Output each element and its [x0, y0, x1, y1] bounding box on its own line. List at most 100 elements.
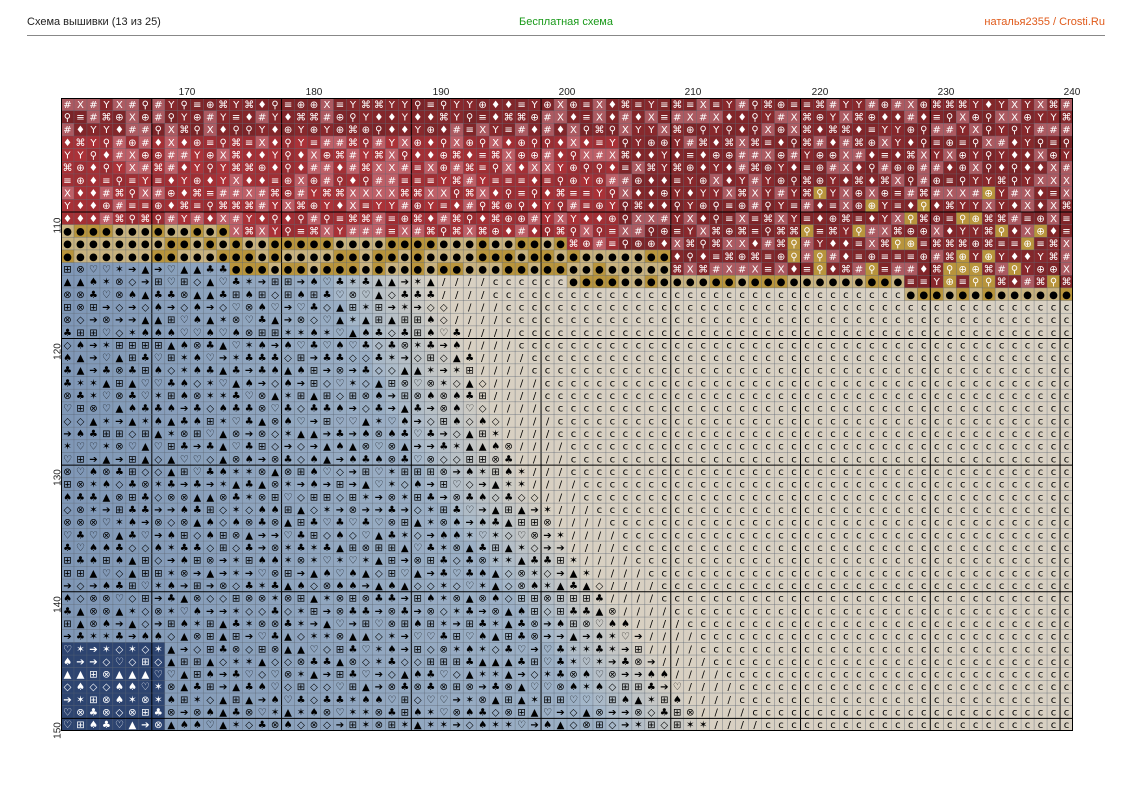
cell-symbol: ⊞: [284, 290, 292, 301]
cell-symbol: ●: [76, 239, 85, 250]
cell-symbol: ✶: [102, 416, 110, 427]
cell-symbol: c: [869, 429, 875, 440]
cell-symbol: ♦: [841, 239, 850, 250]
cell-symbol: c: [999, 404, 1005, 415]
cell-symbol: ⚲: [284, 226, 291, 237]
cell-symbol: ⚲: [622, 239, 629, 250]
cell-symbol: ⚲: [959, 214, 966, 225]
cell-symbol: c: [545, 391, 551, 402]
cell-symbol: c: [973, 416, 979, 427]
cell-symbol: ●: [478, 264, 487, 275]
cell-symbol: ♦: [335, 163, 344, 174]
cell-symbol: ➔: [245, 366, 253, 377]
cell-symbol: ⊗: [232, 429, 240, 440]
cell-symbol: c: [973, 328, 979, 339]
cell-symbol: ⚲: [155, 214, 162, 225]
cell-symbol: ♠: [426, 391, 435, 402]
cell-symbol: ♡: [154, 442, 163, 453]
cell-symbol: ●: [141, 252, 150, 263]
cell-symbol: ●: [945, 290, 954, 301]
cell-symbol: c: [947, 467, 953, 478]
cell-symbol: ≡: [803, 264, 811, 275]
cell-symbol: c: [610, 378, 616, 389]
cell-symbol: ◇: [297, 404, 305, 415]
cell-symbol: ♦: [387, 113, 396, 124]
cell-symbol: ⚲: [751, 125, 758, 136]
cell-symbol: ⊗: [245, 302, 253, 313]
cell-symbol: ≡: [634, 100, 642, 111]
cell-symbol: ⌘: [698, 138, 708, 149]
cell-symbol: ✶: [349, 378, 357, 389]
cell-symbol: c: [713, 378, 719, 389]
cell-symbol: ♡: [102, 353, 111, 364]
cell-symbol: c: [662, 442, 668, 453]
cell-symbol: ≡: [582, 201, 590, 212]
cell-symbol: ◇: [271, 429, 279, 440]
cell-symbol: c: [1025, 454, 1031, 465]
grid-cell: [502, 110, 516, 124]
cell-symbol: X: [129, 163, 136, 174]
cell-symbol: ●: [478, 252, 487, 263]
cell-symbol: ♦: [296, 151, 305, 162]
grid-cell: [333, 110, 347, 124]
cell-symbol: ◇: [479, 404, 487, 415]
cell-symbol: #: [829, 252, 837, 263]
cell-symbol: ⊕: [569, 163, 577, 174]
cell-symbol: X: [868, 188, 875, 199]
cell-symbol: c: [830, 454, 836, 465]
cell-symbol: ⊕: [958, 151, 966, 162]
cell-symbol: ♡: [102, 391, 111, 402]
cell-symbol: ♦: [815, 201, 824, 212]
cell-symbol: ⚲: [713, 214, 720, 225]
cell-symbol: ➔: [258, 378, 266, 389]
cell-symbol: X: [635, 163, 642, 174]
cell-symbol: ⚲: [531, 138, 538, 149]
cell-symbol: c: [700, 454, 706, 465]
cell-symbol: X: [388, 188, 395, 199]
cell-symbol: X: [1050, 176, 1057, 187]
cell-symbol: ◇: [271, 378, 279, 389]
cell-symbol: c: [778, 378, 784, 389]
cell-symbol: ♠: [154, 366, 163, 377]
cell-symbol: ➔: [219, 353, 227, 364]
cell-symbol: ♦: [76, 214, 85, 225]
cell-symbol: c: [726, 328, 732, 339]
cell-symbol: c: [519, 290, 525, 301]
cell-symbol: ●: [400, 264, 409, 275]
cell-symbol: X: [466, 226, 473, 237]
cell-symbol: c: [947, 442, 953, 453]
cell-symbol: /: [481, 328, 485, 339]
cell-symbol: #: [388, 176, 396, 187]
cell-symbol: ⊞: [427, 467, 435, 478]
cell-symbol: ♠: [193, 315, 202, 326]
cell-symbol: ●: [336, 239, 345, 250]
cell-symbol: c: [532, 328, 538, 339]
cell-symbol: c: [791, 378, 797, 389]
cell-symbol: c: [649, 442, 655, 453]
cell-symbol: c: [545, 353, 551, 364]
cell-symbol: #: [751, 151, 759, 162]
cell-symbol: X: [868, 239, 875, 250]
cell-symbol: ⚲: [64, 113, 71, 124]
cell-symbol: c: [610, 480, 616, 491]
cell-symbol: ✶: [362, 492, 370, 503]
cell-symbol: ◇: [154, 454, 162, 465]
cell-symbol: #: [1062, 252, 1070, 263]
cell-symbol: c: [636, 353, 642, 364]
cell-symbol: ♦: [556, 125, 565, 136]
cell-symbol: #: [258, 188, 266, 199]
cell-symbol: ●: [413, 239, 422, 250]
cell-symbol: #: [738, 151, 746, 162]
cell-symbol: ♡: [245, 391, 254, 402]
cell-symbol: ●: [764, 277, 773, 288]
cell-symbol: ⊕: [634, 239, 642, 250]
cell-symbol: Y: [388, 100, 396, 111]
cell-symbol: ➔: [284, 442, 292, 453]
cell-symbol: ≡: [427, 176, 435, 187]
cell-symbol: c: [1051, 429, 1057, 440]
grid-cell: [826, 98, 840, 111]
cell-symbol: ◇: [154, 492, 162, 503]
cell-symbol: ♦: [530, 125, 539, 136]
cell-symbol: c: [571, 328, 577, 339]
cell-symbol: ⊕: [310, 100, 318, 111]
